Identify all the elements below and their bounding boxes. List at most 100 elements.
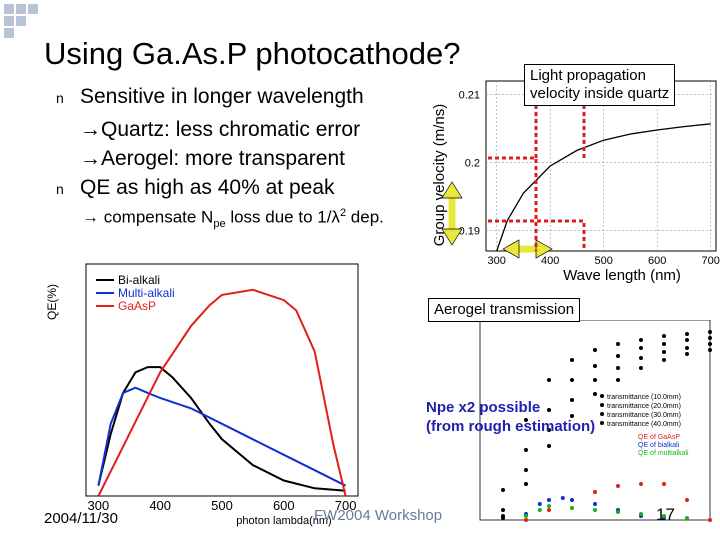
legend-qe-bialkali: QE of bialkali [638, 442, 680, 449]
legend-marker [600, 421, 604, 425]
legend-qe-multialkali: QE of multialkali [638, 450, 689, 457]
velocity-curve [496, 123, 711, 252]
legend-trans-10: transmittance (10.0mm) [607, 394, 681, 401]
y-axis-label: QE(%) [45, 284, 59, 320]
footer-center: FW2004 Workshop [314, 507, 443, 524]
gaasp-curve [97, 288, 347, 497]
data-point [570, 378, 574, 382]
plot-frame [485, 80, 717, 252]
grid [486, 81, 716, 251]
x-tick-label: 600 [273, 498, 295, 513]
lambda-superscript: 2 [339, 207, 347, 219]
data-point [662, 342, 666, 346]
data-point [501, 488, 505, 492]
x-tick-label: 700 [335, 498, 357, 513]
data-point [639, 346, 643, 350]
deco-square [16, 4, 26, 14]
data-point [685, 352, 689, 356]
legend-marker [600, 394, 604, 398]
yellow-arrow-head [441, 228, 463, 246]
data-point [593, 378, 597, 382]
data-point [616, 354, 620, 358]
group-velocity-chart: 0.21 0.2 0.19 300 400 500 600 700 Group veloci… [431, 80, 720, 284]
data-point [560, 496, 565, 500]
data-point [501, 516, 505, 520]
yellow-arrow-head [535, 239, 553, 259]
y-tick-label: 0.21 [459, 90, 480, 102]
data-point [708, 336, 712, 340]
callout-line: Light propagation [530, 67, 646, 84]
data-point [616, 342, 620, 346]
x-axis-label: Wave length (nm) [563, 267, 681, 284]
legend-trans-30: transmittance (30.0mm) [607, 412, 681, 419]
data-point [524, 418, 528, 422]
yellow-arrow-head [502, 239, 520, 259]
data-point [570, 358, 574, 362]
note-line: (from rough estimation) [426, 418, 596, 435]
legend-trans-40: transmittance (40.0mm) [607, 421, 681, 428]
data-point [593, 490, 597, 494]
legend-multi-alkali: Multi-alkali [118, 286, 175, 300]
data-point [547, 498, 551, 502]
y-ticks: 0.21 0.2 0.19 [459, 90, 480, 238]
data-point [524, 514, 528, 518]
data-point [616, 378, 620, 382]
footer-date: 2004/11/30 [44, 510, 118, 527]
data-point [547, 508, 551, 512]
data-point [524, 518, 528, 522]
red-dotted-guide [534, 103, 586, 158]
data-point [685, 338, 689, 342]
x-ticks: 300 400 500 600 700 [488, 255, 720, 267]
data-point [639, 482, 643, 486]
data-point [616, 366, 620, 370]
callout-light-propagation: Light propagation velocity inside quartz [524, 64, 676, 106]
data-point [593, 392, 597, 396]
bullet-marker: n [56, 181, 64, 197]
data-point [685, 516, 689, 520]
quartz-line: →Quartz: less chromatic error [80, 118, 361, 141]
data-point [593, 364, 597, 368]
compensate-line: → compensate Npe loss due to 1/λ2 dep. [82, 207, 384, 230]
data-point [547, 428, 551, 432]
x-tick-label: 400 [541, 255, 559, 267]
data-point [570, 414, 574, 418]
data-point [708, 348, 712, 352]
x-tick-label: 600 [648, 255, 666, 267]
data-point [639, 512, 643, 516]
x-tick-label: 500 [594, 255, 612, 267]
deco-square [4, 16, 14, 26]
data-point [685, 498, 689, 502]
deco-square [16, 16, 26, 26]
x-tick-label: 300 [488, 255, 506, 267]
data-point [547, 408, 551, 412]
x-tick-label: 300 [88, 498, 110, 513]
data-point [662, 358, 666, 362]
legend-bi-alkali: Bi-alkali [118, 273, 160, 287]
data-points [501, 330, 712, 522]
compensate-text: dep. [346, 207, 384, 227]
data-point [662, 334, 666, 338]
plot-frame [85, 263, 359, 497]
compensate-text: → compensate N [82, 207, 214, 227]
y-tick-label: 0.2 [465, 158, 480, 170]
yellow-arrow-head [441, 181, 463, 199]
data-point [639, 338, 643, 342]
legend-qe-gaasp: QE of GaAsP [638, 434, 680, 441]
bullet-marker: n [56, 90, 64, 106]
x-tick-label: 700 [701, 255, 719, 267]
data-point [708, 330, 712, 334]
data-point [547, 504, 551, 508]
x-tick-label: 400 [149, 498, 171, 513]
legend-trans-20: transmittance (20.0mm) [607, 403, 681, 410]
aerogel-line: →Aerogel: more transparent [80, 147, 345, 170]
data-point [616, 484, 620, 488]
data-point [662, 350, 666, 354]
x-tick-label: 500 [211, 498, 233, 513]
data-point [524, 468, 528, 472]
bullet-qe: QE as high as 40% at peak [80, 176, 335, 199]
slide-title: Using Ga.As.P photocathode? [44, 36, 461, 71]
y-tick-label: 0.19 [459, 226, 480, 238]
data-point [537, 502, 542, 506]
data-point [570, 506, 574, 510]
legend-marker [600, 403, 604, 407]
